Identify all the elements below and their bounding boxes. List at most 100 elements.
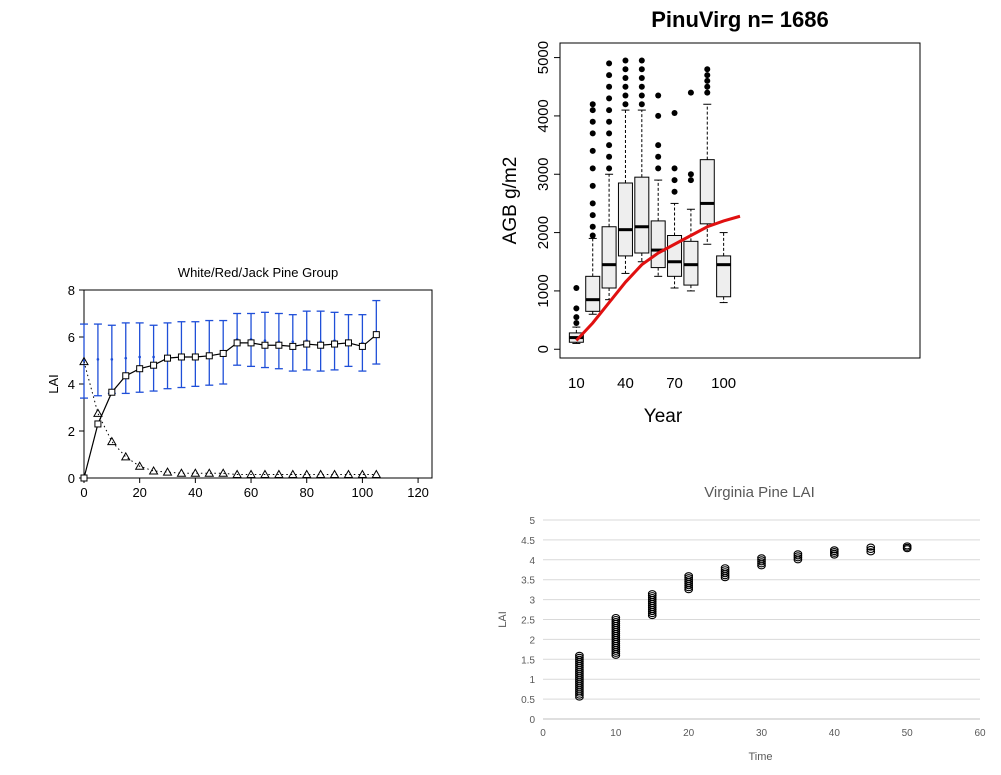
square-point: [94, 420, 102, 428]
box: [585, 275, 601, 312]
scatter-point: [793, 550, 803, 558]
triangle-point: [218, 468, 229, 477]
outlier-point: [704, 66, 711, 73]
square-point: [205, 352, 213, 360]
outlier-point: [589, 101, 596, 108]
x-tick-label: 40: [829, 728, 841, 739]
outlier-point: [606, 107, 613, 114]
outlier-point: [606, 130, 613, 137]
square-point: [136, 365, 144, 373]
square-point: [150, 361, 158, 369]
x-tick-label: 40: [617, 375, 634, 392]
box: [716, 255, 732, 298]
error-bar-point: [110, 358, 114, 361]
outlier-point: [655, 153, 662, 160]
x-tick-label: 70: [666, 375, 683, 392]
outlier-point: [655, 165, 662, 172]
outlier-point: [622, 75, 629, 81]
outlier-point: [606, 60, 613, 67]
outlier-point: [704, 72, 711, 79]
outlier-point: [687, 177, 694, 184]
error-bar-point: [152, 355, 155, 359]
scatter-point: [575, 651, 584, 659]
outlier-point: [671, 110, 678, 116]
outlier-point: [687, 171, 694, 178]
error-bar-point: [138, 355, 141, 359]
outlier-point: [606, 142, 613, 149]
y-axis-label: LAI: [497, 611, 509, 628]
trend-line: [575, 214, 741, 342]
x-tick-label: 100: [711, 375, 736, 392]
triangle-series-line: [83, 361, 377, 475]
square-point: [247, 339, 255, 347]
outlier-point: [573, 305, 580, 312]
y-tick-label: 0: [535, 345, 552, 353]
x-axis-label: Year: [644, 406, 683, 427]
triangle-point: [93, 408, 103, 417]
triangle-point: [176, 468, 187, 477]
box: [699, 159, 715, 225]
outlier-point: [622, 101, 629, 108]
plot-frame: [559, 42, 921, 359]
y-axis-label: LAI: [46, 374, 61, 394]
outlier-point: [589, 147, 596, 154]
x-tick-label: 100: [352, 485, 374, 500]
x-tick-label: 0: [540, 728, 546, 739]
outlier-point: [638, 83, 645, 90]
y-tick-label: 5: [529, 516, 535, 527]
triangle-point: [329, 469, 340, 478]
triangle-point: [79, 356, 89, 366]
triangle-point: [120, 451, 131, 461]
square-point: [219, 349, 227, 357]
outlier-point: [638, 92, 645, 99]
y-tick-label: 3.5: [521, 576, 535, 587]
outlier-point: [655, 92, 662, 99]
outlier-point: [606, 118, 613, 125]
outlier-point: [687, 89, 694, 96]
y-tick-label: 1000: [535, 274, 552, 307]
outlier-point: [573, 314, 580, 321]
outlier-point: [638, 75, 645, 81]
outlier-point: [704, 77, 711, 84]
outlier-point: [589, 165, 596, 172]
square-point: [177, 353, 185, 361]
triangle-point: [190, 468, 201, 477]
error-bar-point: [124, 356, 128, 360]
chart-title: PinuVirg n= 1686: [651, 7, 829, 32]
box: [650, 220, 666, 269]
x-tick-label: 10: [610, 728, 622, 739]
triangle-point: [134, 461, 145, 470]
triangle-point: [204, 468, 215, 477]
y-tick-label: 4.5: [521, 536, 535, 547]
y-tick-label: 1.5: [521, 655, 535, 666]
outlier-point: [589, 232, 596, 239]
square-point: [331, 340, 339, 348]
chart-title: Virginia Pine LAI: [704, 484, 815, 501]
triangle-point: [232, 469, 242, 478]
scatter-point: [866, 543, 876, 551]
square-point: [80, 474, 88, 482]
outlier-point: [606, 72, 613, 79]
square-point: [275, 341, 283, 349]
x-tick-label: 10: [568, 375, 585, 392]
scatter-point: [684, 572, 694, 580]
error-bar-point: [82, 359, 86, 362]
square-point: [191, 353, 199, 361]
outlier-point: [704, 83, 711, 90]
outlier-point: [622, 83, 629, 90]
white-red-jack-pine-chart: White/Red/Jack Pine Group 0 20 40 60 80 100 120…: [0, 255, 450, 505]
triangle-point: [260, 469, 270, 478]
outlier-point: [638, 66, 645, 73]
x-tick-label: 120: [407, 485, 429, 500]
scatter-point: [611, 613, 621, 622]
x-tick-label: 50: [902, 728, 914, 739]
square-point: [358, 342, 366, 350]
x-tick-label: 60: [974, 728, 986, 739]
outlier-point: [589, 212, 596, 219]
scatter-point: [720, 564, 730, 572]
box: [634, 176, 650, 254]
triangle-point: [287, 469, 298, 478]
outlier-point: [655, 142, 662, 149]
outlier-point: [622, 57, 629, 64]
virginia-pine-lai-chart: Virginia Pine LAI 0 0.5 1 1.5 2 2.5 3 3.5 4 4.5 5 0 1…: [490, 475, 995, 770]
